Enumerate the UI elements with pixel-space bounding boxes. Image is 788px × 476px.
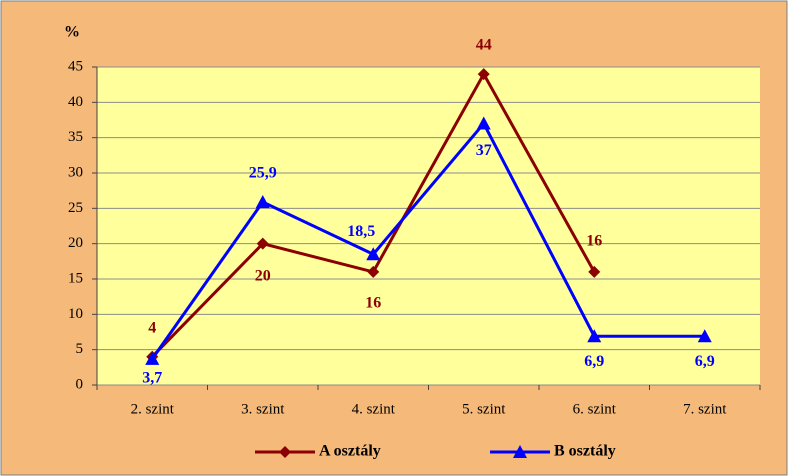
y-axis-label: % <box>64 24 80 41</box>
data-label: 3,7 <box>142 370 162 387</box>
x-tick-label: 4. szint <box>352 401 396 417</box>
data-label: 16 <box>586 233 602 250</box>
y-tick-label: 45 <box>68 58 83 74</box>
y-tick-label: 10 <box>68 306 83 322</box>
marker <box>588 265 601 278</box>
marker <box>256 237 269 250</box>
y-tick-label: 5 <box>76 341 84 357</box>
y-tick-label: 30 <box>68 164 83 180</box>
marker <box>587 329 602 343</box>
series-line <box>151 120 705 360</box>
y-tick-label: 15 <box>68 270 83 286</box>
data-label: 25,9 <box>249 165 277 182</box>
x-tick-label: 6. szint <box>573 401 617 417</box>
marker <box>477 68 490 81</box>
marker <box>367 265 380 278</box>
data-label: 16 <box>365 295 381 312</box>
legend-label: A osztály <box>319 443 381 460</box>
x-tick-label: 2. szint <box>131 401 175 417</box>
data-label: 6,9 <box>695 353 715 370</box>
marker <box>513 445 527 458</box>
marker <box>366 247 381 261</box>
y-tick-label: 35 <box>68 129 83 145</box>
data-label: 44 <box>476 37 492 54</box>
marker <box>255 194 270 208</box>
data-label: 4 <box>148 319 156 336</box>
marker <box>476 116 491 130</box>
x-tick-label: 5. szint <box>462 401 506 417</box>
y-tick-label: 25 <box>68 200 83 216</box>
marker <box>697 329 712 343</box>
marker <box>279 446 291 458</box>
y-tick-label: 0 <box>76 376 84 392</box>
marker <box>145 351 160 365</box>
x-tick-label: 3. szint <box>241 401 285 417</box>
x-tick-label: 7. szint <box>683 401 727 417</box>
y-tick-label: 40 <box>68 94 83 110</box>
data-label: 20 <box>255 267 271 284</box>
data-label: 18,5 <box>347 223 375 240</box>
data-label: 37 <box>476 142 492 159</box>
legend-label: B osztály <box>554 443 616 460</box>
data-label: 6,9 <box>584 353 604 370</box>
plot-area <box>97 67 760 385</box>
y-tick-label: 20 <box>68 235 83 251</box>
